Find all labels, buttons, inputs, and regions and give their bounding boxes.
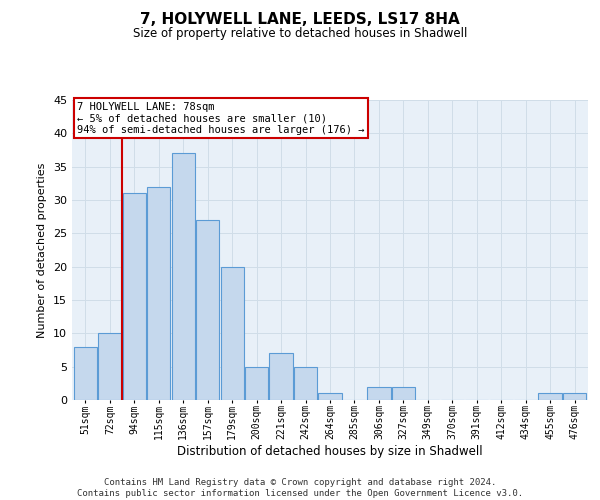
Bar [269, 354, 293, 400]
Bar [196, 220, 220, 400]
Bar [98, 334, 122, 400]
Bar [123, 194, 146, 400]
Bar [319, 394, 341, 400]
Bar [294, 366, 317, 400]
Text: Size of property relative to detached houses in Shadwell: Size of property relative to detached ho… [133, 28, 467, 40]
Bar [367, 386, 391, 400]
Bar [392, 386, 415, 400]
Bar [538, 394, 562, 400]
Bar [221, 266, 244, 400]
Bar [74, 346, 97, 400]
Bar [563, 394, 586, 400]
Text: 7 HOLYWELL LANE: 78sqm
← 5% of detached houses are smaller (10)
94% of semi-deta: 7 HOLYWELL LANE: 78sqm ← 5% of detached … [77, 102, 365, 134]
Bar [147, 186, 170, 400]
Y-axis label: Number of detached properties: Number of detached properties [37, 162, 47, 338]
Text: Contains HM Land Registry data © Crown copyright and database right 2024.
Contai: Contains HM Land Registry data © Crown c… [77, 478, 523, 498]
Text: 7, HOLYWELL LANE, LEEDS, LS17 8HA: 7, HOLYWELL LANE, LEEDS, LS17 8HA [140, 12, 460, 28]
X-axis label: Distribution of detached houses by size in Shadwell: Distribution of detached houses by size … [177, 445, 483, 458]
Bar [172, 154, 195, 400]
Bar [245, 366, 268, 400]
